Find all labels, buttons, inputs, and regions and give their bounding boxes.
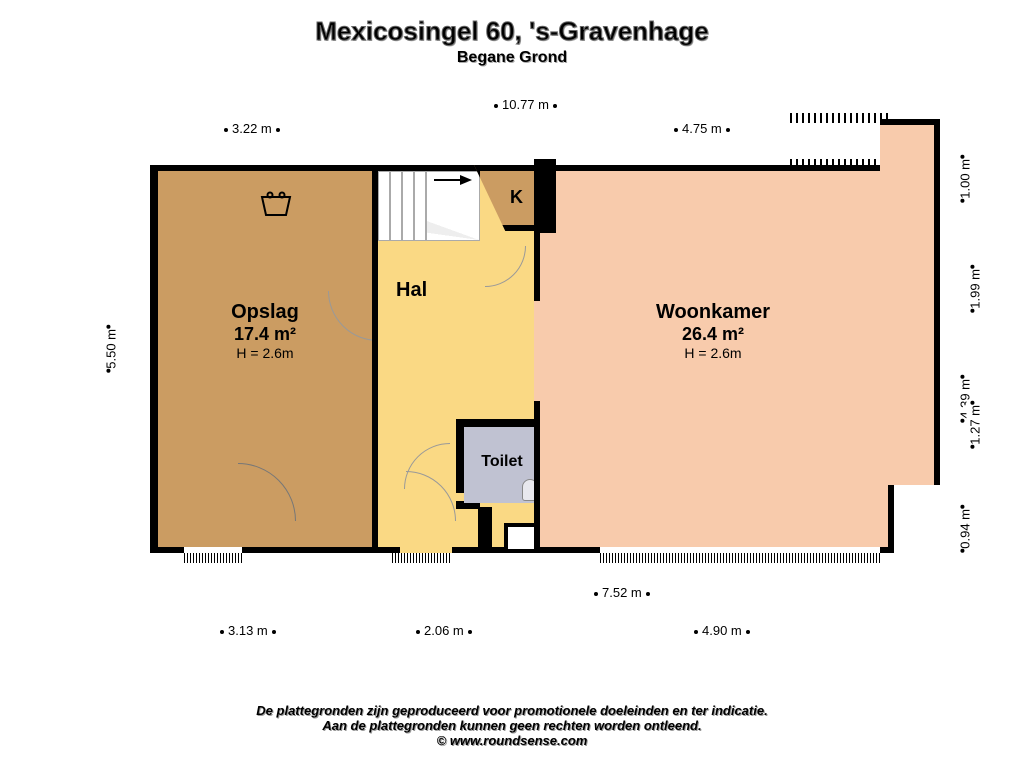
floorplan: Opslag 17.4 m² H = 2.6m Hal — [150, 165, 910, 595]
stairs — [378, 171, 480, 241]
disclaimer: De plattegronden zijn geproduceerd voor … — [0, 703, 1024, 748]
window-notch-top — [790, 113, 890, 123]
woonkamer-threshold — [600, 553, 880, 563]
pillar-top — [534, 159, 556, 233]
toilet-name: Toilet — [481, 453, 522, 470]
woonkamer-area: 26.4 m² — [540, 324, 886, 345]
room-toilet: Toilet — [464, 427, 540, 503]
dim-right-4: 1.27 m — [966, 401, 982, 449]
disclaimer-line3: © www.roundsense.com — [0, 733, 1024, 748]
room-opslag: Opslag 17.4 m² H = 2.6m — [150, 165, 378, 553]
dim-right-1: 1.00 m — [956, 155, 972, 203]
dim-right-5: 0.94 m — [956, 505, 972, 553]
opslag-area: 17.4 m² — [158, 324, 372, 345]
disclaimer-line2: Aan de plattegronden kunnen geen rechten… — [0, 718, 1024, 733]
room-woonkamer: Woonkamer 26.4 m² H = 2.6m — [534, 165, 886, 553]
dim-bottom-mid: 7.52 m — [590, 585, 654, 600]
opslag-threshold — [184, 553, 242, 563]
laundry-icon — [258, 191, 294, 219]
hal-name: Hal — [396, 279, 427, 302]
page-title: Mexicosingel 60, 's-Gravenhage — [0, 0, 1024, 47]
page-subtitle: Begane Grond — [0, 49, 1024, 67]
dim-right-2: 1.99 m — [966, 265, 982, 313]
woonkamer-notch-top — [880, 119, 940, 189]
woonkamer-height: H = 2.6m — [540, 345, 886, 361]
kast-name: K — [510, 187, 523, 208]
dim-top-left: 3.22 m — [220, 121, 284, 136]
dim-top-right: 4.75 m — [670, 121, 734, 136]
dim-left: 5.50 m — [102, 325, 118, 373]
woonkamer-notch-bottom — [880, 485, 894, 553]
dim-top-total: 10.77 m — [490, 97, 561, 112]
disclaimer-line1: De plattegronden zijn geproduceerd voor … — [0, 703, 1024, 718]
dim-bottom-3: 4.90 m — [690, 623, 754, 638]
room-kast — [474, 165, 542, 231]
dim-bottom-1: 3.13 m — [216, 623, 280, 638]
opslag-height: H = 2.6m — [158, 345, 372, 361]
room-hal: Hal K Toilet — [372, 165, 540, 553]
hal-threshold — [392, 553, 452, 563]
woonkamer-name: Woonkamer — [540, 301, 886, 324]
dim-bottom-2: 2.06 m — [412, 623, 476, 638]
